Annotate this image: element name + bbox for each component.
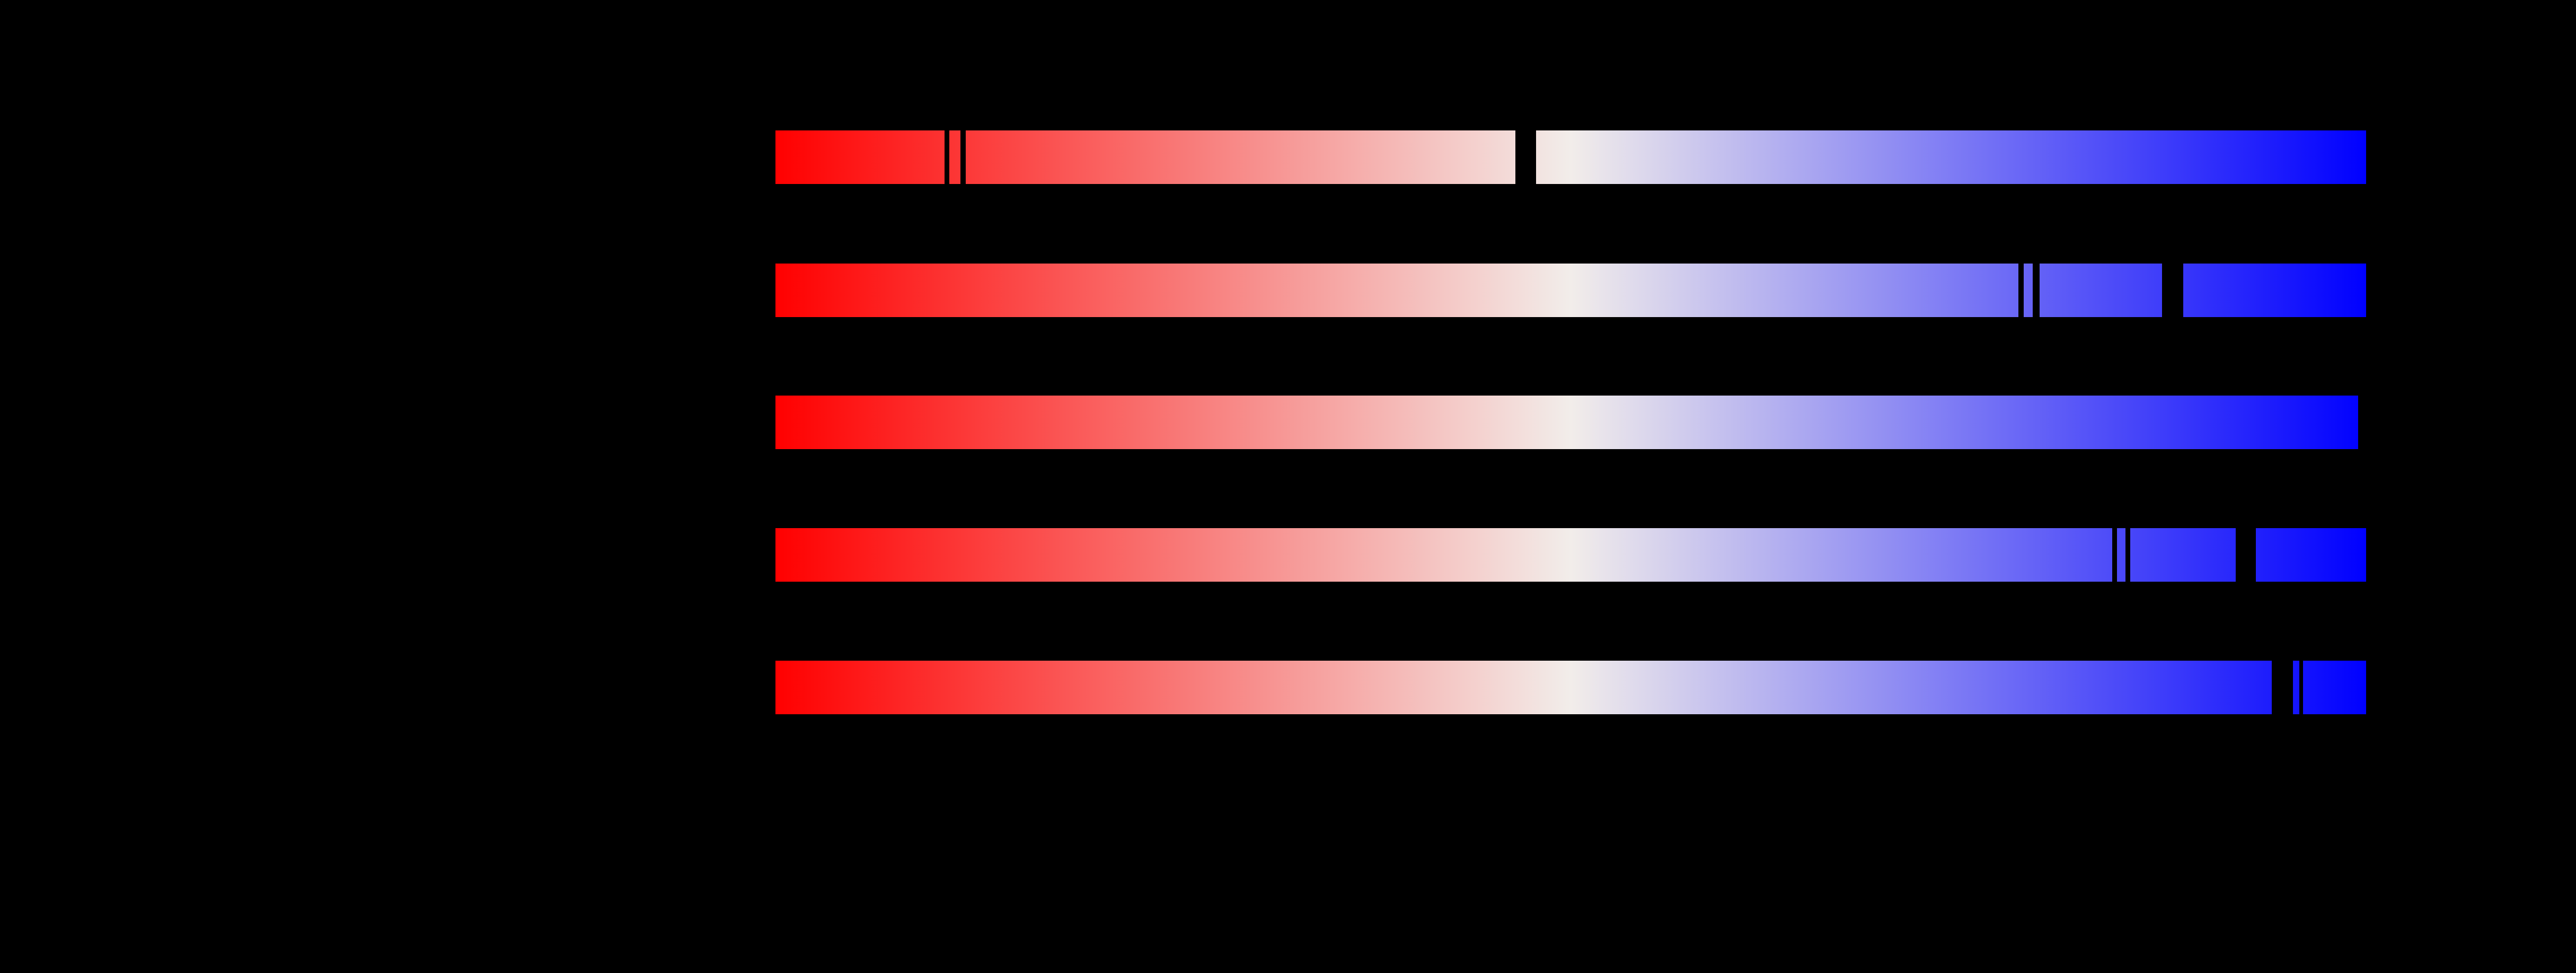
thick-marker-icon <box>1515 130 1537 184</box>
thin-marker-icon <box>2112 528 2118 582</box>
gradient-bar-strip-2 <box>775 264 2366 317</box>
gradient-bar-strip-5 <box>775 661 2366 714</box>
thin-marker-icon <box>2125 528 2130 582</box>
thin-marker-icon <box>2018 264 2024 317</box>
thick-marker-icon <box>2271 661 2293 714</box>
thick-marker-icon <box>2162 264 2184 317</box>
thin-marker-icon <box>2033 264 2040 317</box>
thin-marker-icon <box>960 130 966 184</box>
gradient-bar-strip-1 <box>775 130 2366 184</box>
thin-marker-icon <box>945 130 949 184</box>
thin-marker-icon <box>2299 661 2304 714</box>
thick-marker-icon <box>2236 528 2256 582</box>
gradient-bar-strip-3 <box>775 396 2358 449</box>
gradient-bar-strip-4 <box>775 528 2366 582</box>
